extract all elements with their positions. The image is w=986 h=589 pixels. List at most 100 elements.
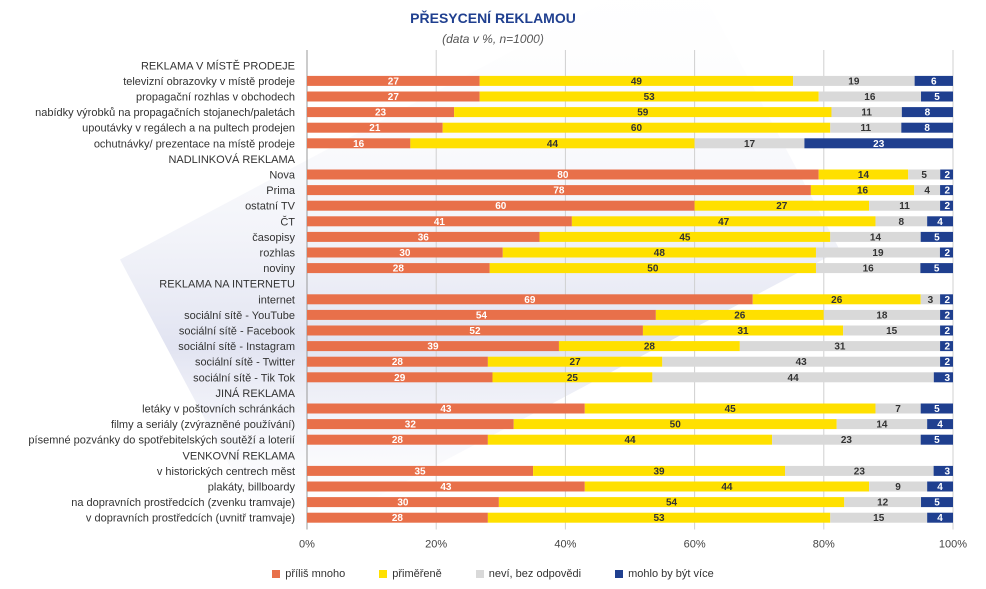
data-label: 59 bbox=[637, 108, 649, 119]
legend-item: mohlo by být více bbox=[615, 568, 714, 580]
bar-segment bbox=[307, 419, 514, 430]
bar-segment bbox=[307, 465, 534, 476]
bar-segment bbox=[307, 512, 488, 523]
category-label: letáky v poštovních schránkách bbox=[142, 404, 295, 416]
bar-segment bbox=[940, 294, 953, 305]
bar-segment bbox=[843, 325, 941, 336]
data-label: 5 bbox=[934, 92, 940, 103]
bar-segment bbox=[513, 419, 837, 430]
data-label: 44 bbox=[788, 373, 800, 384]
bar-segment bbox=[694, 200, 870, 211]
bar-segment bbox=[307, 263, 490, 274]
data-label: 23 bbox=[375, 108, 387, 119]
data-label: 48 bbox=[654, 248, 666, 259]
data-label: 6 bbox=[931, 76, 937, 87]
data-label: 7 bbox=[895, 404, 901, 415]
category-label: na dopravních prostředcích (zvenku tramv… bbox=[71, 497, 295, 509]
legend-swatch bbox=[272, 570, 281, 578]
bar-segment bbox=[558, 341, 740, 352]
legend-label: přiměřeně bbox=[392, 568, 442, 580]
category-label: internet bbox=[258, 294, 295, 306]
bar-segment bbox=[307, 122, 443, 133]
data-label: 5 bbox=[921, 170, 927, 181]
category-label: sociální sítě - Instagram bbox=[178, 341, 295, 353]
data-label: 4 bbox=[937, 420, 943, 431]
legend-swatch bbox=[475, 570, 484, 578]
data-label: 2 bbox=[944, 248, 950, 259]
bar-segment bbox=[914, 75, 953, 86]
data-label: 4 bbox=[924, 186, 930, 197]
data-label: 16 bbox=[864, 92, 876, 103]
bar-segment bbox=[818, 169, 909, 180]
data-label: 23 bbox=[841, 435, 853, 446]
category-label: v dopravních prostředcích (uvnitř tramva… bbox=[86, 513, 295, 525]
data-label: 31 bbox=[737, 326, 749, 337]
bar-segment bbox=[307, 325, 643, 336]
data-label: 3 bbox=[944, 466, 950, 477]
data-label: 8 bbox=[899, 217, 905, 228]
data-label: 11 bbox=[861, 123, 872, 134]
data-label: 2 bbox=[944, 357, 950, 368]
data-label: 52 bbox=[469, 326, 481, 337]
x-tick-label: 100% bbox=[939, 539, 967, 551]
data-label: 28 bbox=[392, 513, 404, 524]
category-label: sociální sítě - Twitter bbox=[195, 357, 295, 369]
category-label: propagační rozhlas v obchodech bbox=[136, 92, 295, 104]
bar-segment bbox=[823, 309, 941, 320]
bar-segment bbox=[920, 294, 941, 305]
category-label: ČT bbox=[280, 215, 295, 228]
bar-segment bbox=[901, 122, 953, 133]
legend: příliš mnoho přiměřeně neví, bez odpovědi m… bbox=[0, 568, 986, 580]
bar-segment bbox=[940, 185, 953, 196]
bar-segment bbox=[307, 75, 480, 86]
bar-segment bbox=[844, 497, 922, 508]
bar-segment bbox=[810, 185, 915, 196]
data-label: 26 bbox=[831, 295, 843, 306]
legend-label: neví, bez odpovědi bbox=[488, 568, 582, 580]
bar-segment bbox=[920, 403, 953, 414]
data-label: 16 bbox=[863, 264, 875, 275]
group-heading: JINÁ REKLAMA bbox=[216, 387, 296, 400]
x-tick-label: 0% bbox=[299, 539, 315, 551]
data-label: 14 bbox=[870, 232, 882, 243]
data-label: 27 bbox=[388, 92, 400, 103]
data-label: 27 bbox=[570, 357, 582, 368]
data-label: 30 bbox=[397, 498, 409, 509]
data-label: 21 bbox=[369, 123, 381, 134]
bar-segment bbox=[875, 216, 928, 227]
bar-segment bbox=[307, 231, 540, 242]
bar-segment bbox=[487, 434, 773, 445]
bar-segment bbox=[914, 185, 941, 196]
bar-segment bbox=[921, 497, 953, 508]
bar-segment bbox=[307, 107, 455, 118]
legend-item: neví, bez odpovědi bbox=[475, 568, 582, 580]
bar-segment bbox=[901, 107, 953, 118]
category-label: filmy a seriály (zvýrazněné používání) bbox=[111, 419, 295, 431]
category-label: Nova bbox=[269, 170, 296, 182]
category-label: noviny bbox=[263, 263, 295, 275]
bar-segment bbox=[921, 91, 953, 102]
data-label: 19 bbox=[848, 76, 860, 87]
bar-segment bbox=[487, 512, 831, 523]
x-axis-ticks: 0% 20% 40% 60% 80% 100% bbox=[299, 539, 967, 551]
group-heading: REKLAMA V MÍSTĚ PRODEJE bbox=[141, 59, 295, 72]
category-label: v historických centrech měst bbox=[157, 466, 295, 478]
data-label: 50 bbox=[647, 264, 659, 275]
data-label: 2 bbox=[944, 295, 950, 306]
legend-swatch bbox=[379, 570, 388, 578]
bar-segment bbox=[830, 231, 921, 242]
data-label: 18 bbox=[876, 310, 888, 321]
bar-segment bbox=[836, 419, 928, 430]
bar-segment bbox=[940, 200, 953, 211]
bar-segment bbox=[939, 247, 953, 258]
bar-segment bbox=[920, 434, 953, 445]
data-label: 16 bbox=[857, 186, 869, 197]
data-label: 39 bbox=[427, 342, 439, 353]
data-label: 2 bbox=[944, 201, 950, 212]
data-label: 5 bbox=[934, 435, 940, 446]
bar-segment bbox=[920, 263, 953, 274]
data-label: 27 bbox=[388, 76, 400, 87]
bar-segment bbox=[307, 247, 503, 258]
